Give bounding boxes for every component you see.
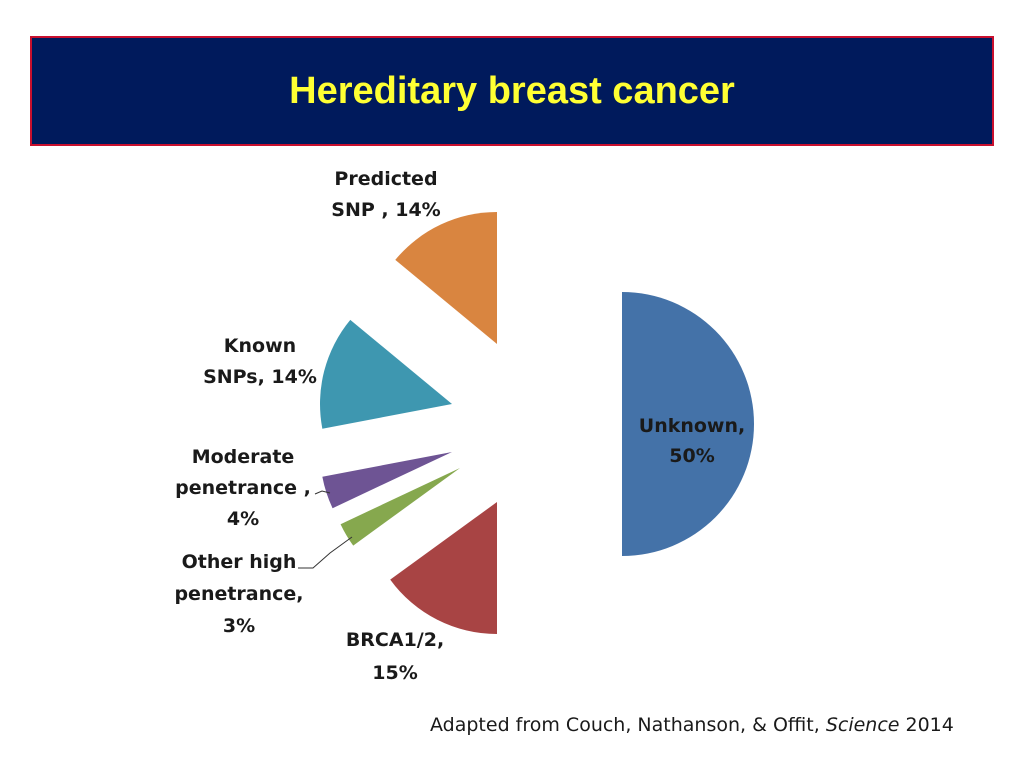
slice-label: 15% <box>372 662 417 684</box>
pie-slice-unknown <box>622 292 754 556</box>
slice-label: BRCA1/2, <box>346 629 444 651</box>
slice-label: penetrance, <box>174 583 303 605</box>
page-title: Hereditary breast cancer <box>289 69 735 112</box>
pie-slice-predicted-snp <box>395 212 497 344</box>
pie-slice-known-snps <box>320 319 452 429</box>
leader-line <box>314 490 331 495</box>
slice-label: SNP , 14% <box>331 199 440 221</box>
slice-label: SNPs, 14% <box>203 366 317 388</box>
citation-journal: Science <box>825 714 900 736</box>
slice-label: 3% <box>223 615 255 637</box>
slice-label: Known <box>224 335 296 357</box>
slice-label: Unknown, <box>639 415 745 437</box>
slice-label: 50% <box>669 445 714 467</box>
title-banner: Hereditary breast cancer <box>30 36 994 146</box>
slice-label: Other high <box>182 551 297 573</box>
citation-year: 2014 <box>899 714 954 736</box>
slice-label: 4% <box>227 508 259 530</box>
slice-label: penetrance , <box>175 477 311 499</box>
pie-slice-other-high-penetrance <box>340 468 460 546</box>
leader-line <box>298 536 353 569</box>
pie-slice-moderate-penetrance <box>322 452 452 509</box>
slice-label: Moderate <box>192 446 295 468</box>
citation: Adapted from Couch, Nathanson, & Offit, … <box>430 714 954 736</box>
pie-slice-brca1-2 <box>390 502 497 634</box>
citation-prefix: Adapted from Couch, Nathanson, & Offit, <box>430 714 826 736</box>
slice-label: Predicted <box>334 168 437 190</box>
